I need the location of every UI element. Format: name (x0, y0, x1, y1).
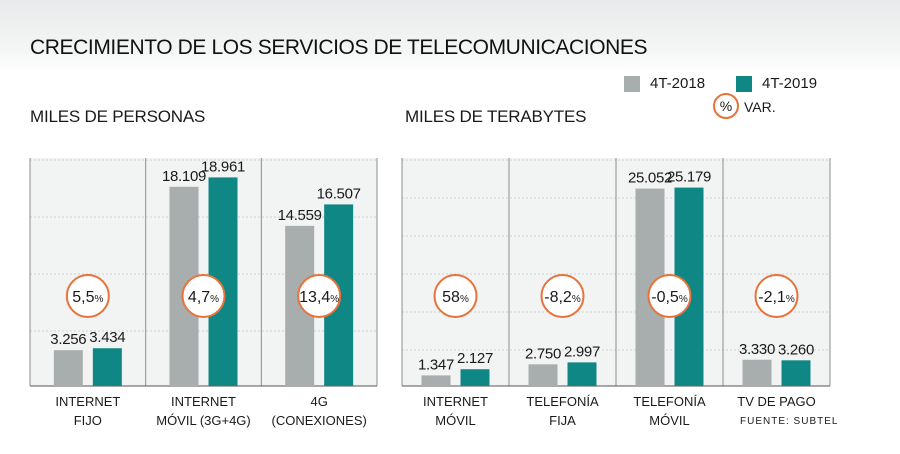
category-label-line1: INTERNET (55, 394, 120, 409)
variation-percent-sign: % (330, 294, 339, 305)
legend-label-2018: 4T-2018 (650, 75, 706, 92)
bar-value-label: 2.750 (525, 345, 561, 362)
header-band (0, 0, 900, 72)
legend-swatch-2019 (736, 75, 752, 92)
bar-value-label: 14.559 (278, 207, 322, 224)
category-label-line1: INTERNET (171, 394, 236, 409)
category-label-line2: MÓVIL (435, 413, 475, 428)
variation-circle (540, 274, 585, 318)
bar-value-label: 16.507 (317, 185, 361, 202)
bar-value-label: 18.961 (201, 158, 245, 175)
bar-value-label: 3.256 (50, 331, 86, 348)
variation-label: -0,5% (651, 289, 688, 306)
variation-percent-sign: % (679, 294, 688, 305)
variation-legend-label: VAR. (744, 99, 776, 115)
variation-label: 5,5% (72, 289, 103, 306)
category-label-line1: TV DE PAGO (737, 394, 816, 409)
category-label-line1: TELEFONÍA (526, 394, 599, 409)
category-label-line2: MÓVIL (3G+4G) (156, 413, 251, 428)
bar-value-label: 3.330 (739, 341, 775, 358)
category-label-line2: FIJA (549, 413, 576, 428)
bar-value-label: 3.434 (89, 329, 125, 346)
legend-item-2019: 4T-2019 (736, 75, 817, 92)
variation-percent-sign: % (460, 294, 469, 305)
legend-item-2018: 4T-2018 (624, 75, 705, 92)
bar-value-label: 2.997 (564, 343, 600, 360)
bar-value-label: 2.127 (457, 350, 493, 367)
bar-value-label: 25.052 (628, 170, 672, 187)
variation-label: 13,4% (299, 289, 339, 306)
legend-label-2019: 4T-2019 (762, 75, 818, 92)
legend-swatch-2018 (624, 75, 640, 92)
chart-title: CRECIMIENTO DE LOS SERVICIOS DE TELECOMU… (30, 36, 648, 59)
source-note: FUENTE: SUBTEL (740, 416, 839, 427)
variation-circle (754, 274, 799, 318)
variation-percent-sign: % (786, 294, 795, 305)
variation-percent-sign: % (95, 294, 104, 305)
variation-circle (647, 274, 692, 318)
variation-percent-sign: % (572, 294, 581, 305)
bar-value-label: 3.260 (778, 341, 814, 358)
variation-circle (433, 274, 478, 318)
category-label-line2: (CONEXIONES) (271, 413, 366, 428)
bar-4T-2019 (460, 369, 490, 386)
bar-value-label: 18.109 (162, 168, 206, 185)
category-label-line1: 4G (310, 394, 327, 409)
bar-4T-2018 (528, 364, 558, 386)
variation-legend-icon: % (713, 93, 739, 119)
plot-background (30, 158, 377, 386)
bar-value-label: 25.179 (667, 169, 711, 186)
variation-label: -2,1% (758, 289, 795, 306)
section-title-terabytes: MILES DE TERABYTES (405, 107, 587, 126)
variation-label: 4,7% (188, 289, 219, 306)
bar-4T-2019 (92, 348, 122, 386)
bar-4T-2019 (567, 362, 597, 386)
variation-label: 58% (442, 289, 469, 306)
variation-circle (297, 274, 342, 318)
bar-4T-2019 (781, 360, 811, 386)
category-label-line1: TELEFONÍA (633, 394, 706, 409)
bar-4T-2018 (53, 350, 83, 386)
variation-percent-sign: % (210, 294, 219, 305)
variation-label: -8,2% (544, 289, 581, 306)
section-title-personas: MILES DE PERSONAS (30, 107, 206, 126)
category-label-line2: MÓVIL (649, 413, 689, 428)
bar-value-label: 1.347 (418, 356, 454, 373)
bar-4T-2018 (421, 375, 451, 386)
category-label-line1: INTERNET (423, 394, 488, 409)
bar-4T-2018 (742, 359, 772, 386)
variation-circle (65, 274, 110, 318)
category-label-line2: FIJO (74, 413, 102, 428)
variation-circle (181, 274, 226, 318)
